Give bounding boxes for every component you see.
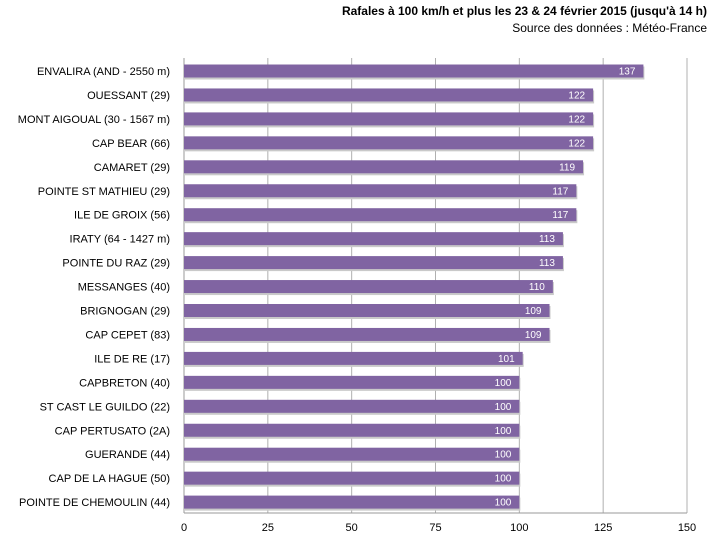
bar-value-label: 119 bbox=[559, 162, 575, 173]
category-label: OUESSANT (29) bbox=[87, 90, 170, 102]
category-label: POINTE DU RAZ (29) bbox=[62, 258, 170, 270]
category-labels: ENVALIRA (AND - 2550 m) OUESSANT (29) MONT… bbox=[18, 66, 170, 509]
category-label: CAMARET (29) bbox=[94, 162, 170, 174]
category-label: CAPBRETON (40) bbox=[79, 377, 170, 389]
x-tick-label: 125 bbox=[594, 522, 612, 534]
bar bbox=[184, 304, 550, 317]
bar-value-label: 101 bbox=[498, 354, 515, 365]
category-label: POINTE DE CHEMOULIN (44) bbox=[19, 497, 170, 509]
bar bbox=[184, 280, 553, 294]
bar bbox=[184, 112, 594, 126]
bar-value-label: 122 bbox=[568, 114, 585, 125]
bar-value-label: 100 bbox=[495, 426, 512, 437]
bar bbox=[184, 447, 520, 461]
bar-value-label: 100 bbox=[495, 402, 512, 413]
x-tick-label: 75 bbox=[429, 522, 441, 534]
bar-value-label: 113 bbox=[539, 258, 555, 269]
bar bbox=[184, 160, 584, 174]
bar bbox=[184, 256, 563, 270]
x-tick-label: 25 bbox=[262, 522, 274, 534]
x-tick-label: 150 bbox=[678, 522, 696, 534]
category-label: CAP CEPET (83) bbox=[85, 329, 170, 341]
bar-value-label: 122 bbox=[568, 90, 585, 101]
category-label: IRATY (64 - 1427 m) bbox=[70, 234, 170, 246]
bar bbox=[184, 423, 520, 437]
bar bbox=[184, 351, 523, 365]
bar-value-label: 110 bbox=[529, 282, 545, 293]
chart-source: Source des données : Météo-France bbox=[512, 21, 707, 35]
bar bbox=[184, 64, 644, 78]
x-tick-label: 100 bbox=[510, 522, 528, 534]
category-label: CAP DE LA HAGUE (50) bbox=[49, 473, 170, 485]
bar-value-label: 117 bbox=[552, 186, 568, 197]
bar bbox=[184, 184, 577, 198]
bars bbox=[184, 64, 645, 511]
bar bbox=[184, 375, 520, 389]
bar-value-label: 100 bbox=[495, 450, 512, 461]
bar bbox=[184, 327, 550, 341]
bar-value-label: 113 bbox=[539, 234, 555, 245]
bar-value-label: 109 bbox=[525, 306, 542, 317]
category-label: ILE DE GROIX (56) bbox=[74, 210, 170, 222]
category-label: ILE DE RE (17) bbox=[94, 353, 170, 365]
bar bbox=[184, 88, 594, 102]
category-label: MESSANGES (40) bbox=[78, 282, 170, 294]
bar-value-label: 100 bbox=[495, 378, 512, 389]
x-tick-labels: 0 25 50 75 100 125 150 bbox=[181, 522, 696, 534]
bar-value-label: 122 bbox=[568, 138, 585, 149]
x-tick-label: 50 bbox=[346, 522, 358, 534]
bar bbox=[184, 208, 577, 222]
bar-value-label: 100 bbox=[495, 474, 512, 485]
category-label: CAP PERTUSATO (2A) bbox=[55, 425, 170, 437]
bar bbox=[184, 232, 563, 246]
bar bbox=[184, 495, 520, 509]
category-label: ENVALIRA (AND - 2550 m) bbox=[37, 66, 170, 78]
bar-value-label: 117 bbox=[552, 210, 568, 221]
bar bbox=[184, 471, 520, 485]
bar-value-labels: 137 122 122 122 119 117 117 113 113 110 109 109 101 1… bbox=[495, 67, 636, 509]
bar-value-label: 137 bbox=[619, 67, 636, 78]
category-label: CAP BEAR (66) bbox=[92, 138, 170, 150]
chart-title: Rafales à 100 km/h et plus les 23 & 24 f… bbox=[341, 4, 707, 18]
bar bbox=[184, 136, 594, 150]
bar-value-label: 109 bbox=[525, 330, 542, 341]
category-label: POINTE ST MATHIEU (29) bbox=[38, 186, 170, 198]
category-label: MONT AIGOUAL (30 - 1567 m) bbox=[18, 114, 170, 126]
category-label: BRIGNOGAN (29) bbox=[80, 306, 170, 318]
bar-value-label: 100 bbox=[495, 498, 512, 509]
category-label: ST CAST LE GUILDO (22) bbox=[40, 401, 170, 413]
category-label: GUERANDE (44) bbox=[85, 449, 170, 461]
bar bbox=[184, 399, 520, 413]
x-tick-label: 0 bbox=[181, 522, 187, 534]
